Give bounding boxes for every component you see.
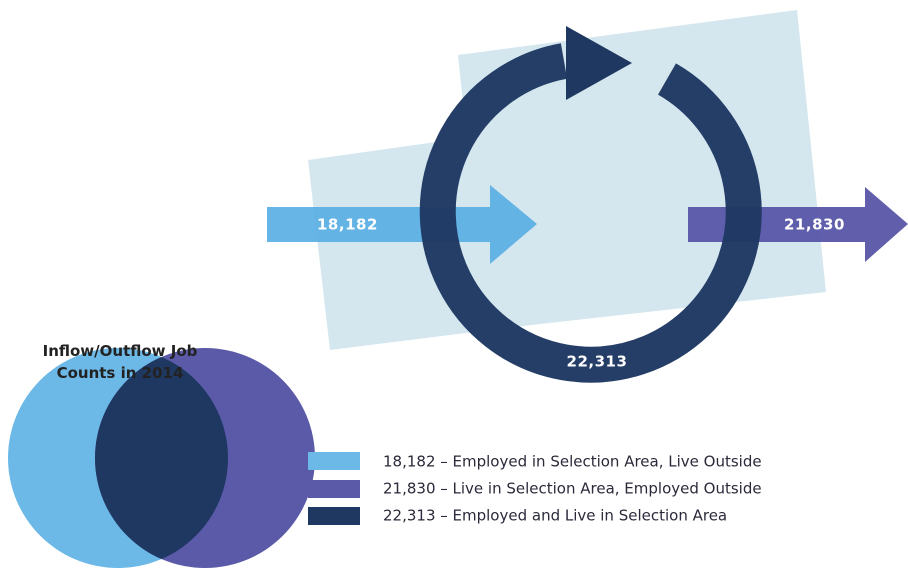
inflow-label: 18,182 (317, 216, 378, 234)
outflow-arrow (688, 187, 908, 262)
area-box (458, 10, 826, 330)
internal-ring (419, 43, 762, 383)
ring-arrowhead (566, 26, 632, 100)
outflow-label: 21,830 (784, 216, 845, 234)
legend-item: 22,313 – Employed and Live in Selection … (383, 507, 727, 525)
internal-label: 22,313 (567, 353, 628, 371)
legend-swatch (308, 507, 360, 525)
inflow-arrow (267, 185, 537, 264)
legend-swatch (308, 480, 360, 498)
legend-item: 18,182 – Employed in Selection Area, Liv… (383, 453, 762, 471)
title: Inflow/Outflow Job Counts in 2014 (42, 342, 198, 382)
legend-item: 21,830 – Live in Selection Area, Employe… (383, 480, 762, 498)
venn-overlap (95, 348, 228, 568)
legend-swatch (308, 452, 360, 470)
